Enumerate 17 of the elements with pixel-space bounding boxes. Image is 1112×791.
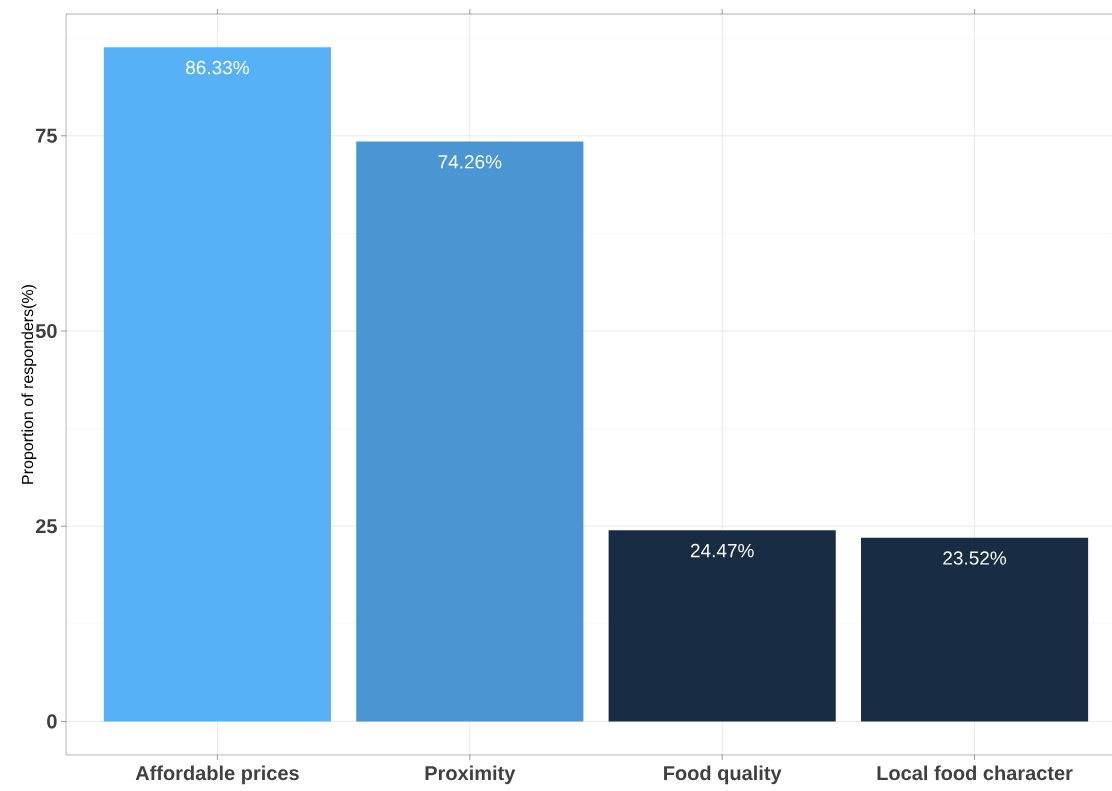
data-label: 74.26% — [438, 155, 502, 169]
x-tick-label: Proximity — [425, 765, 516, 785]
bar — [356, 141, 584, 722]
y-axis-title: Proportion of responders(%) — [21, 285, 37, 484]
bar — [608, 530, 836, 722]
data-label: 23.52% — [943, 551, 1007, 565]
y-tick-label: 75 — [36, 128, 57, 143]
bar — [861, 537, 1089, 722]
y-tick-label: 0 — [47, 714, 57, 729]
x-tick-label: Affordable prices — [135, 765, 299, 785]
data-label: 24.47% — [690, 543, 754, 558]
x-tick-label: Local food character — [877, 765, 1073, 781]
data-label: 86.33% — [186, 60, 249, 75]
y-tick-label: 50 — [35, 323, 57, 339]
y-tick-label: 25 — [35, 519, 57, 534]
bar — [103, 47, 331, 722]
x-tick-label: Food quality — [664, 765, 782, 785]
